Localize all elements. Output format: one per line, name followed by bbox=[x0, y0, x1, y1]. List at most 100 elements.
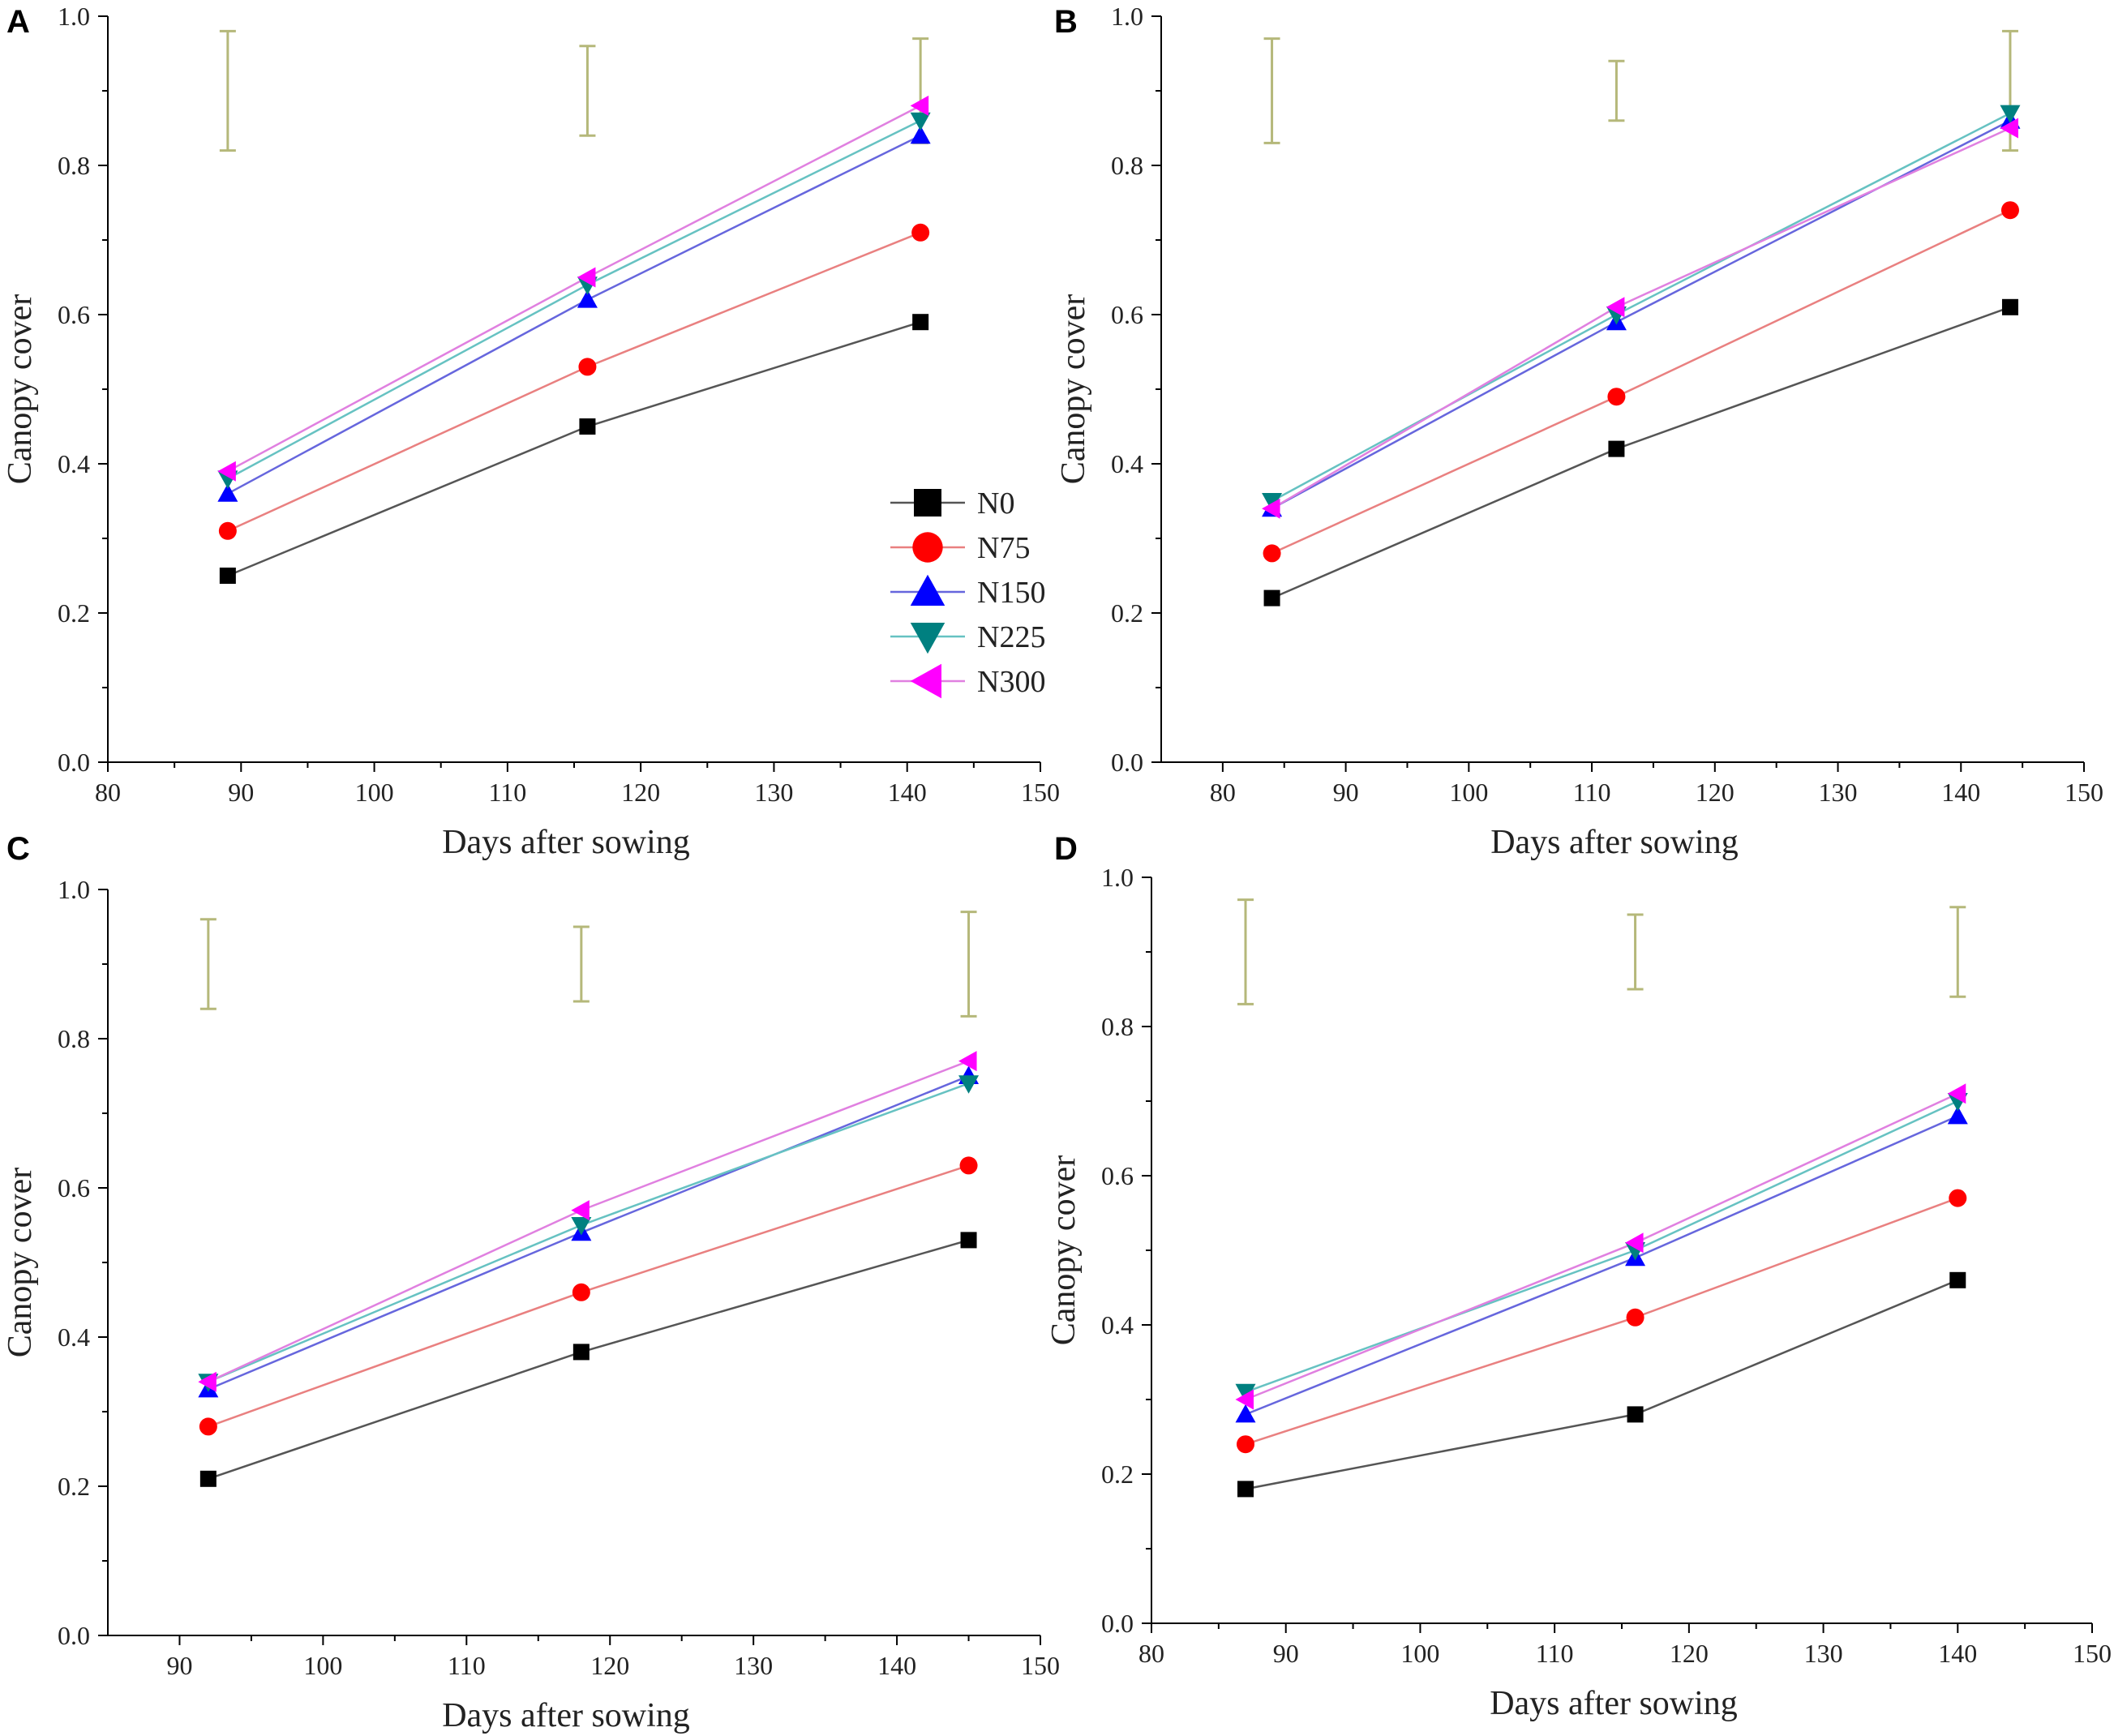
panel-a-x-tick-label: 80 bbox=[95, 778, 121, 807]
panel-c-y-tick-label: 0.8 bbox=[58, 1024, 90, 1053]
panel-d-point-n300 bbox=[1235, 1389, 1254, 1410]
panel-c-label: C bbox=[6, 831, 30, 867]
panel-a-series-line-n75 bbox=[227, 231, 921, 532]
panel-a-point-n75 bbox=[578, 358, 597, 376]
panel-a-point-n0 bbox=[912, 314, 929, 331]
panel-c-x-tick-label: 150 bbox=[1021, 1651, 1060, 1680]
panel-c-point-n75 bbox=[959, 1156, 978, 1175]
panel-c-series-line-n225 bbox=[208, 1082, 969, 1383]
panel-d-x-tick-label: 90 bbox=[1273, 1639, 1299, 1668]
panel-b-y-tick-label: 0.8 bbox=[1111, 151, 1143, 180]
panel-c-y-tick-label: 0.2 bbox=[58, 1472, 90, 1501]
panel-c-y-tick-label: 0.4 bbox=[58, 1322, 90, 1352]
panel-b-point-n0 bbox=[2001, 298, 2018, 315]
panel-d-point-n0 bbox=[1627, 1406, 1644, 1423]
panel-d-point-n0 bbox=[1949, 1271, 1966, 1288]
panel-b-y-tick-label: 1.0 bbox=[1111, 2, 1143, 31]
panel-b-x-tick-label: 110 bbox=[1573, 778, 1611, 807]
panel-b-x-tick-label: 140 bbox=[1941, 778, 1980, 807]
panel-a-y-tick-label: 0.6 bbox=[58, 300, 90, 329]
panel-a-series-line-n225 bbox=[227, 119, 921, 480]
panel-a-point-n150 bbox=[910, 125, 931, 144]
panel-c-point-n75 bbox=[199, 1417, 217, 1436]
panel-c-point-n300 bbox=[571, 1200, 590, 1221]
panel-b-series-line-n0 bbox=[1271, 306, 2011, 599]
panel-d-y-tick-label: 0.8 bbox=[1101, 1012, 1134, 1041]
panel-b-x-axis-title: Days after sowing bbox=[1490, 824, 1739, 861]
panel-a-point-n0 bbox=[579, 418, 596, 435]
panel-a-y-tick-label: 1.0 bbox=[58, 2, 90, 31]
panel-d-point-n0 bbox=[1237, 1481, 1254, 1498]
panel-c-y-tick-label: 1.0 bbox=[58, 875, 90, 904]
panel-a-point-n300 bbox=[910, 95, 929, 116]
panel-b-point-n300 bbox=[1606, 297, 1625, 318]
panel-a-x-tick-label: 110 bbox=[488, 778, 526, 807]
panel-b-point-n300 bbox=[1262, 498, 1280, 519]
panel-b-y-tick-label: 0.4 bbox=[1111, 449, 1143, 478]
legend-label-n225: N225 bbox=[977, 620, 1045, 654]
panel-d-series-line-n75 bbox=[1245, 1197, 1958, 1446]
panel-c-x-tick-label: 140 bbox=[877, 1651, 916, 1680]
panel-a-point-n150 bbox=[217, 483, 238, 502]
panel-d-point-n75 bbox=[1237, 1435, 1254, 1454]
legend-label-n150: N150 bbox=[977, 576, 1045, 610]
panel-a-x-tick-label: 130 bbox=[754, 778, 793, 807]
panel-d-label: D bbox=[1054, 831, 1078, 867]
panel-b-point-n300 bbox=[2000, 118, 2018, 139]
panel-d-x-axis-title: Days after sowing bbox=[1490, 1685, 1738, 1722]
panel-a-label: A bbox=[6, 4, 30, 40]
panel-d-x-tick-label: 80 bbox=[1138, 1639, 1164, 1668]
panel-b-point-n75 bbox=[2000, 201, 2019, 220]
panel-d-x-tick-label: 100 bbox=[1400, 1639, 1439, 1668]
panel-a-point-n75 bbox=[218, 521, 237, 540]
legend-label-n0: N0 bbox=[977, 487, 1014, 521]
panel-d-y-axis-title: Canopy cover bbox=[1045, 1155, 1083, 1345]
panel-b-point-n75 bbox=[1607, 388, 1626, 406]
panel-b-point-n0 bbox=[1608, 440, 1625, 457]
panel-c-x-tick-label: 90 bbox=[166, 1651, 192, 1680]
panel-b-point-n75 bbox=[1263, 544, 1281, 563]
panel-d-y-tick-label: 0.0 bbox=[1101, 1609, 1134, 1638]
panel-a-point-n150 bbox=[577, 289, 598, 308]
panel-c-point-n0 bbox=[199, 1470, 217, 1487]
panel-b-y-axis-title: Canopy cover bbox=[1055, 294, 1092, 484]
panel-b-x-tick-label: 90 bbox=[1333, 778, 1359, 807]
panel-a-y-axis-title: Canopy cover bbox=[2, 294, 39, 484]
panel-a-series-line-n0 bbox=[227, 321, 921, 577]
panel-b-series-line-n75 bbox=[1271, 209, 2011, 555]
legend-marker-n225 bbox=[910, 623, 946, 654]
panel-d-point-n75 bbox=[1949, 1189, 1967, 1207]
panel-d-series-line-n0 bbox=[1245, 1279, 1958, 1490]
panel-c-y-axis-title: Canopy cover bbox=[2, 1168, 39, 1357]
panel-c-point-n75 bbox=[572, 1283, 590, 1301]
panel-b-y-tick-label: 0.2 bbox=[1111, 598, 1143, 628]
panel-b-x-tick-label: 130 bbox=[1819, 778, 1858, 807]
panel-b-point-n225 bbox=[2000, 105, 2021, 124]
panel-a-x-tick-label: 140 bbox=[888, 778, 927, 807]
panel-d-point-n150 bbox=[1235, 1404, 1256, 1423]
legend-label-n75: N75 bbox=[977, 531, 1030, 565]
panel-a-y-tick-label: 0.0 bbox=[58, 748, 90, 777]
panel-b-label: B bbox=[1054, 4, 1078, 40]
panel-c-point-n300 bbox=[958, 1051, 977, 1072]
legend-marker-n75 bbox=[912, 532, 943, 563]
panel-d-x-tick-label: 120 bbox=[1670, 1639, 1709, 1668]
panel-d-point-n225 bbox=[1235, 1383, 1256, 1403]
panel-d-y-tick-label: 1.0 bbox=[1101, 863, 1134, 892]
legend-marker-n300 bbox=[910, 663, 941, 699]
panel-a-x-tick-label: 150 bbox=[1021, 778, 1060, 807]
panel-c-point-n0 bbox=[960, 1232, 977, 1249]
panel-d-series-line-n225 bbox=[1245, 1099, 1958, 1393]
panel-b-point-n225 bbox=[1262, 493, 1283, 512]
panel-d-x-tick-label: 110 bbox=[1536, 1639, 1574, 1668]
panel-a-point-n300 bbox=[577, 267, 596, 288]
panel-a-y-tick-label: 0.8 bbox=[58, 151, 90, 180]
panel-d-x-tick-label: 140 bbox=[1938, 1639, 1977, 1668]
panel-d-point-n300 bbox=[1625, 1232, 1644, 1254]
panel-a-point-n300 bbox=[217, 461, 236, 482]
panel-b-y-tick-label: 0.0 bbox=[1111, 748, 1143, 777]
panel-c-y-tick-label: 0.6 bbox=[58, 1173, 90, 1202]
panel-a-series-line-n300 bbox=[227, 105, 921, 473]
panel-c-series-line-n150 bbox=[208, 1074, 970, 1391]
